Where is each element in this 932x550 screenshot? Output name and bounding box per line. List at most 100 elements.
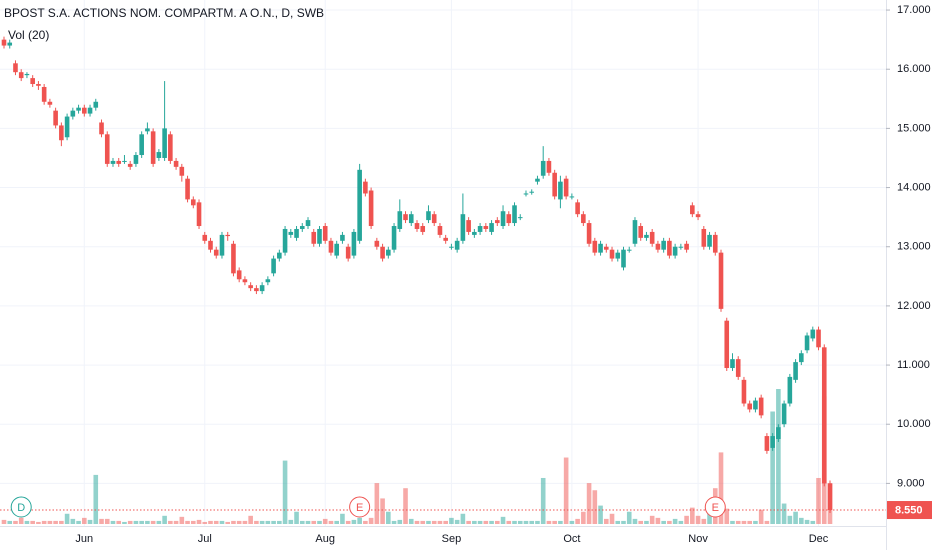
- volume-bar: [196, 519, 202, 524]
- volume-bar: [558, 520, 563, 524]
- volume-bar: [667, 520, 672, 524]
- candle-body: [581, 214, 586, 224]
- candle-body: [632, 220, 638, 244]
- volume-bar: [403, 488, 408, 524]
- candle-body: [787, 376, 793, 404]
- volume-bar: [615, 520, 621, 524]
- candle-body: [24, 73, 30, 76]
- candle-body: [517, 217, 523, 219]
- volume-bar: [764, 520, 770, 524]
- y-tick-label: 12.000: [897, 300, 931, 312]
- volume-bar: [449, 517, 454, 524]
- candle-body: [185, 178, 190, 200]
- volume-bar: [649, 515, 655, 524]
- candle-body: [431, 214, 437, 224]
- candle-body: [173, 160, 179, 167]
- volume-bar: [380, 498, 385, 524]
- volume-bar: [322, 518, 328, 524]
- volume-bar: [30, 520, 35, 524]
- candle-body: [47, 101, 53, 105]
- candle-body: [626, 249, 632, 251]
- candle-body: [799, 353, 804, 363]
- volume-bar: [575, 518, 580, 524]
- volume-bar: [638, 520, 644, 524]
- volume-bar: [437, 520, 443, 524]
- candle-body: [162, 128, 167, 158]
- volume-bar: [718, 452, 724, 524]
- candle-body: [535, 178, 540, 182]
- candle-body: [454, 240, 460, 250]
- candle-body: [558, 181, 563, 200]
- candle-body: [397, 211, 403, 229]
- volume-bar: [546, 520, 552, 524]
- grid: [0, 0, 886, 526]
- candle-body: [322, 226, 328, 241]
- candle-body: [667, 240, 672, 256]
- candle-body: [776, 427, 781, 440]
- volume-bar: [127, 520, 133, 524]
- volume-bar: [104, 518, 110, 524]
- event-marker: [10, 496, 32, 518]
- candle-body: [598, 243, 603, 253]
- volume-bar: [213, 520, 219, 524]
- candle-body: [701, 228, 707, 247]
- candle-body: [753, 400, 758, 410]
- volume-bar: [793, 511, 798, 524]
- candle-body: [460, 214, 466, 241]
- candle-body: [133, 155, 139, 164]
- volume-bar: [408, 518, 414, 524]
- candle-body: [483, 226, 489, 229]
- candle-body: [196, 202, 202, 227]
- volume-bar: [609, 513, 615, 524]
- candle-body: [380, 246, 385, 259]
- candle-body: [718, 252, 724, 309]
- candle-body: [495, 220, 500, 224]
- candle-body: [707, 234, 712, 247]
- event-label: E: [356, 502, 363, 514]
- volume-bar: [781, 503, 787, 524]
- volume-bar: [730, 520, 735, 524]
- candle-body: [277, 252, 282, 259]
- candle-body: [477, 226, 483, 232]
- volume-bar: [735, 520, 741, 524]
- candle-body: [655, 243, 661, 250]
- candle-body: [374, 240, 380, 247]
- volume-bar: [569, 520, 575, 524]
- candle-body: [758, 397, 764, 416]
- candle-body: [116, 160, 122, 164]
- candle-body: [265, 279, 271, 283]
- y-tick-label: 10.000: [897, 418, 931, 430]
- candle-body: [523, 193, 529, 195]
- volume-label: Vol (20): [8, 28, 49, 42]
- candle-body: [311, 231, 317, 244]
- candle-body: [299, 226, 305, 229]
- volume-bar: [254, 520, 259, 524]
- candle-body: [213, 249, 219, 256]
- volume-bar: [351, 519, 357, 524]
- candle-body: [76, 107, 81, 111]
- candle-body: [248, 285, 253, 289]
- candle-body: [317, 228, 322, 244]
- volume-bar: [626, 511, 632, 524]
- volume-bar: [621, 520, 626, 524]
- candle-body: [615, 252, 621, 259]
- candle-body: [368, 190, 374, 227]
- candle-body: [672, 246, 678, 256]
- candle-body: [242, 279, 248, 283]
- candle-body: [621, 249, 626, 268]
- x-tick-label: Jul: [198, 533, 212, 545]
- volume-bar: [540, 477, 546, 524]
- volume-bar: [110, 520, 116, 524]
- candle-body: [827, 483, 833, 511]
- candle-body: [386, 249, 391, 256]
- candle-body: [437, 226, 443, 235]
- candle-body: [127, 163, 133, 167]
- candle-body: [735, 359, 741, 377]
- volume-bar: [70, 518, 76, 524]
- volume-bar: [179, 516, 185, 524]
- volume-bar: [202, 521, 208, 524]
- volume-bar: [82, 517, 87, 524]
- candle-body: [236, 270, 242, 280]
